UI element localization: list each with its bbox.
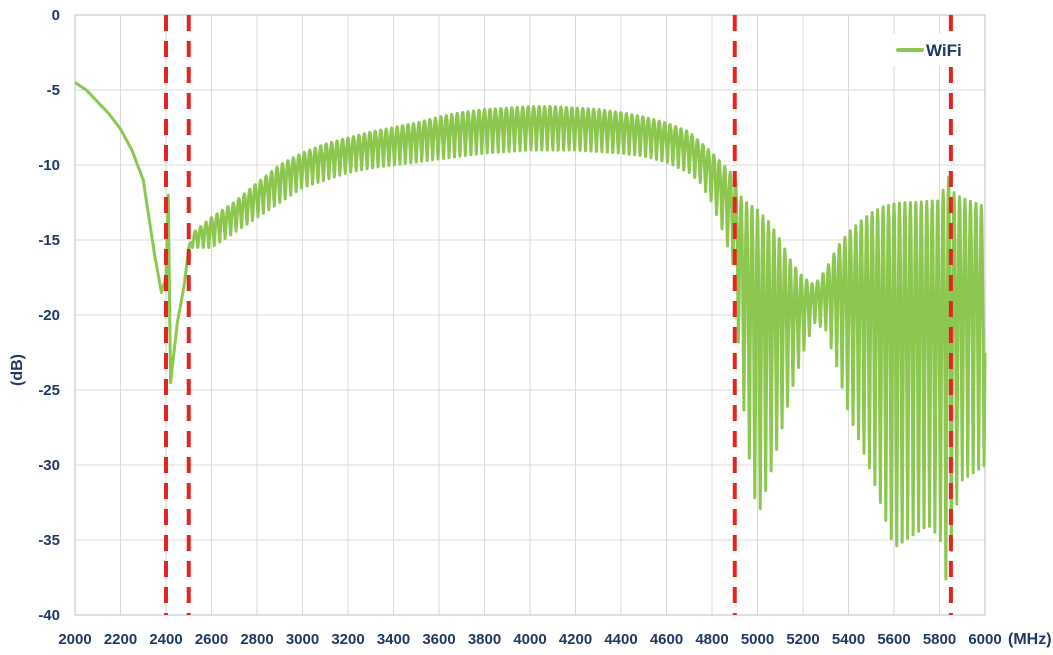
x-tick-label: 3400	[377, 631, 410, 648]
x-tick-label: 2800	[240, 631, 273, 648]
plot-border	[74, 14, 986, 616]
x-tick-label: 5200	[786, 631, 819, 648]
band-markers	[164, 15, 953, 615]
x-tick-label: 3800	[468, 631, 501, 648]
plot-area-frame	[74, 14, 986, 616]
wifi-series	[74, 81, 987, 581]
x-tick-label: 4200	[559, 631, 592, 648]
x-tick-label: 6000	[968, 631, 1001, 648]
x-tick-label: 4800	[695, 631, 728, 648]
x-tick-label: 4000	[513, 631, 546, 648]
x-tick-label: 2600	[195, 631, 228, 648]
x-tick-label: 4600	[650, 631, 683, 648]
y-tick-label: -5	[47, 82, 60, 99]
legend-label: WiFi	[926, 41, 962, 60]
x-axis-unit-label: (MHz)	[1008, 631, 1052, 648]
x-tick-label: 3200	[331, 631, 364, 648]
x-tick-label: 3000	[286, 631, 319, 648]
y-tick-label: -15	[38, 232, 60, 249]
y-tick-label: -35	[38, 532, 60, 549]
x-tick-label: 5600	[877, 631, 910, 648]
x-tick-label: 3600	[422, 631, 455, 648]
legend: WiFi	[890, 34, 976, 66]
x-tick-label: 5000	[741, 631, 774, 648]
x-tick-label: 5800	[923, 631, 956, 648]
y-tick-label: -40	[38, 607, 60, 624]
x-tick-label: 2400	[149, 631, 182, 648]
x-tick-label: 2200	[104, 631, 137, 648]
y-tick-label: -25	[38, 382, 60, 399]
x-tick-label: 2000	[58, 631, 91, 648]
x-tick-label: 5400	[832, 631, 865, 648]
y-tick-label: -30	[38, 457, 60, 474]
y-axis-title: (dB)	[9, 354, 26, 386]
y-tick-label: 0	[52, 7, 60, 24]
y-tick-label: -20	[38, 307, 60, 324]
x-tick-label: 4400	[604, 631, 637, 648]
y-tick-label: -10	[38, 157, 60, 174]
y-tick-labels: 0 -5 -10 -15 -20 -25 -30 -35 -40	[38, 7, 60, 624]
wifi-line	[74, 81, 987, 581]
x-tick-labels: 2000 2200 2400 2600 2800 3000 3200 3400 3600 3800…	[58, 631, 1001, 648]
